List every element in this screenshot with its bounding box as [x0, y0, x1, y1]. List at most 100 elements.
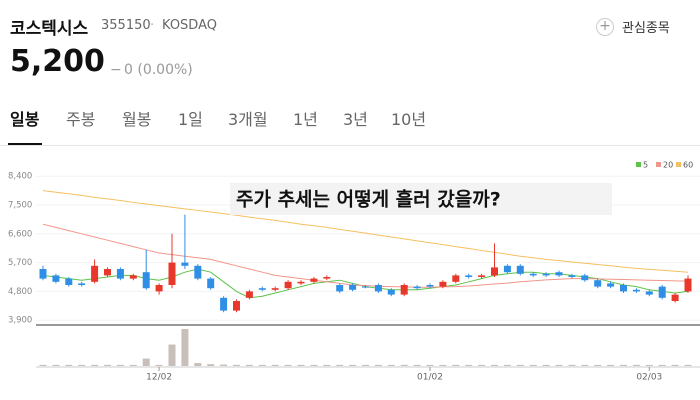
- candle-body: [271, 288, 279, 290]
- volume-bar: [555, 364, 563, 366]
- candle-body: [568, 275, 576, 277]
- candle-body: [310, 278, 318, 282]
- period-tab[interactable]: 일봉: [10, 110, 40, 129]
- candle-body: [168, 262, 176, 285]
- candle-body: [452, 275, 460, 282]
- volume-bar: [400, 364, 408, 366]
- volume-bar: [581, 364, 589, 366]
- volume-bar: [387, 364, 395, 366]
- moving-average-line: [42, 190, 689, 273]
- period-tab[interactable]: 10년: [391, 110, 427, 129]
- price: 5,200: [10, 44, 105, 79]
- period-tab[interactable]: 3년: [343, 110, 368, 129]
- volume-bar: [658, 364, 666, 366]
- legend-label: 5: [643, 161, 648, 170]
- period-tab[interactable]: 3개월: [228, 110, 268, 129]
- stock-code: 355150: [101, 18, 151, 33]
- candle-body: [439, 281, 447, 287]
- add-icon[interactable]: +: [596, 18, 614, 36]
- candle-body: [129, 275, 137, 279]
- volume-bar: [194, 363, 202, 366]
- volume-bar: [245, 364, 253, 366]
- divider: [0, 145, 700, 146]
- candle-body: [374, 285, 382, 292]
- volume-bar: [207, 364, 215, 366]
- candle-body: [620, 285, 627, 292]
- stock-name: 코스텍시스: [10, 19, 89, 39]
- volume-bar: [568, 364, 576, 366]
- candle-body: [258, 288, 266, 290]
- candle-body: [413, 286, 421, 289]
- legend-swatch: [636, 162, 641, 167]
- volume-bar: [323, 364, 331, 366]
- candle-body: [349, 285, 357, 290]
- volume-bar: [426, 364, 434, 366]
- candle-body: [478, 275, 486, 277]
- period-tab[interactable]: 월봉: [122, 110, 152, 129]
- y-tick-label: 5,700: [8, 258, 32, 268]
- volume-bar: [336, 364, 344, 366]
- volume-bar: [542, 364, 550, 366]
- volume-bar: [297, 364, 305, 366]
- x-tick-label: 02/03: [636, 373, 662, 383]
- candle-body: [181, 262, 189, 266]
- period-tab[interactable]: 1일: [178, 110, 203, 129]
- volume-bar: [607, 364, 615, 366]
- volume-bar: [620, 364, 627, 366]
- volume-bar: [645, 364, 653, 366]
- candle-body: [91, 265, 99, 282]
- volume-bar: [478, 364, 486, 366]
- y-tick-label: 6,600: [8, 229, 32, 239]
- volume-bar: [65, 364, 73, 366]
- candle-body: [400, 285, 408, 295]
- candle-body: [65, 278, 73, 285]
- candle-body: [104, 269, 111, 276]
- candle-body: [426, 285, 434, 287]
- legend-swatch: [656, 162, 661, 167]
- volume-bar: [233, 364, 240, 366]
- volume-bar: [684, 364, 692, 366]
- candle-body: [52, 275, 60, 282]
- candle-body: [39, 269, 47, 279]
- annotation-box: [230, 183, 612, 215]
- volume-bar: [310, 364, 318, 366]
- volume-bar: [439, 364, 447, 366]
- candle-body: [503, 265, 511, 273]
- candle-body: [465, 275, 473, 277]
- volume-bar: [465, 364, 473, 366]
- x-tick-label: 12/02: [146, 373, 172, 383]
- y-tick-label: 4,800: [8, 287, 32, 297]
- volume-bar: [142, 358, 150, 366]
- period-tab[interactable]: 주봉: [66, 110, 96, 129]
- volume-bar: [155, 364, 163, 366]
- candle-body: [362, 286, 369, 288]
- volume-bar: [78, 364, 86, 366]
- candle-body: [581, 275, 589, 281]
- volume-bar: [181, 329, 189, 366]
- x-tick-label: 01/02: [417, 373, 443, 383]
- candle-body: [684, 278, 692, 292]
- volume-bar: [516, 364, 524, 366]
- y-tick-label: 7,500: [8, 201, 32, 211]
- candle-body: [78, 283, 86, 285]
- candle-body: [116, 269, 124, 279]
- watch-button[interactable]: 관심종목: [622, 21, 670, 36]
- candle-body: [491, 267, 498, 276]
- y-tick-label: 3,900: [8, 316, 32, 326]
- candle-body: [632, 289, 640, 292]
- candle-body: [658, 286, 666, 298]
- volume-bar: [491, 364, 498, 366]
- y-tick-label: 8,400: [8, 172, 32, 182]
- candle-body: [207, 278, 215, 289]
- volume-bar: [271, 364, 279, 366]
- period-tab[interactable]: 1년: [293, 110, 318, 129]
- annotation: 주가 추세는 어떻게 흘러 갔을까?: [236, 188, 501, 211]
- volume-bar: [39, 364, 47, 366]
- volume-bar: [116, 364, 124, 366]
- candle-body: [387, 289, 395, 295]
- volume-bar: [104, 364, 111, 366]
- volume-bar: [632, 364, 640, 366]
- candle-body: [607, 283, 615, 287]
- change: 0 (0.00%): [124, 62, 193, 78]
